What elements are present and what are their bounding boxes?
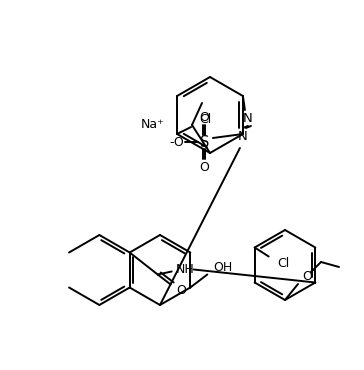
Text: NH: NH (175, 263, 194, 276)
Text: OH: OH (214, 261, 233, 274)
Text: O: O (176, 284, 186, 297)
Text: O: O (199, 111, 209, 124)
Text: Cl: Cl (199, 112, 211, 125)
Text: ⁻: ⁻ (178, 129, 184, 139)
Text: -O: -O (170, 135, 184, 148)
Text: O: O (199, 161, 209, 174)
Text: N: N (238, 130, 248, 142)
Text: Cl: Cl (278, 257, 290, 270)
Text: N: N (243, 111, 253, 124)
Text: O: O (302, 269, 312, 283)
Text: Na⁺: Na⁺ (141, 118, 165, 131)
Text: S: S (200, 135, 210, 149)
